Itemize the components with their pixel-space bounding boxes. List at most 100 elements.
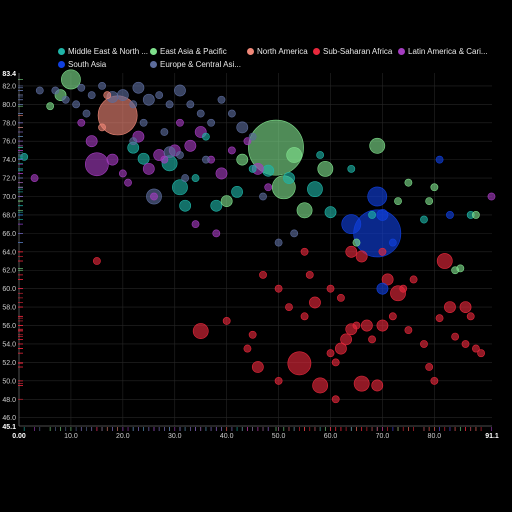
y-tick-label: 56.0 bbox=[2, 323, 16, 330]
x-min-label: 0.00 bbox=[12, 433, 26, 440]
data-point bbox=[124, 178, 132, 187]
data-point bbox=[446, 211, 454, 219]
data-point bbox=[309, 296, 321, 309]
data-point bbox=[82, 109, 91, 118]
data-point bbox=[227, 109, 236, 118]
data-point bbox=[139, 118, 148, 127]
data-point bbox=[316, 151, 325, 159]
data-point bbox=[420, 215, 428, 224]
data-point bbox=[98, 82, 106, 90]
legend-swatch bbox=[58, 61, 65, 68]
data-point bbox=[137, 152, 150, 165]
data-point bbox=[369, 137, 386, 154]
data-point bbox=[129, 137, 138, 146]
legend-label: Middle East & North ... bbox=[68, 47, 149, 56]
data-point bbox=[186, 100, 195, 109]
legend-label: Sub-Saharan Africa bbox=[323, 47, 393, 56]
data-point bbox=[191, 220, 200, 229]
data-point bbox=[459, 301, 472, 314]
y-tick-label: 78.0 bbox=[2, 120, 16, 127]
data-point bbox=[430, 376, 439, 385]
y-tick-label: 76.0 bbox=[2, 139, 16, 146]
y-tick-label: 70.0 bbox=[2, 194, 16, 201]
data-point bbox=[404, 326, 413, 335]
data-point bbox=[174, 84, 186, 97]
data-point bbox=[376, 282, 389, 295]
data-point bbox=[444, 301, 456, 314]
data-point bbox=[436, 253, 453, 269]
data-point bbox=[340, 333, 353, 346]
data-point bbox=[331, 358, 340, 367]
data-point bbox=[326, 284, 335, 293]
legend-item[interactable]: South Asia bbox=[58, 60, 106, 69]
data-point bbox=[160, 155, 169, 164]
data-point bbox=[176, 151, 184, 159]
y-tick-label: 54.0 bbox=[2, 341, 16, 348]
y-tick-label: 66.0 bbox=[2, 231, 16, 238]
data-point bbox=[477, 349, 485, 358]
data-point bbox=[262, 164, 275, 177]
x-tick-label: 80.0 bbox=[428, 433, 442, 440]
data-point bbox=[116, 89, 129, 102]
data-point bbox=[179, 199, 192, 212]
data-point bbox=[399, 284, 408, 293]
data-point bbox=[286, 147, 303, 163]
data-point bbox=[388, 312, 397, 321]
legend: Middle East & North ... East Asia & Paci… bbox=[0, 0, 512, 80]
data-point bbox=[466, 312, 475, 321]
data-point bbox=[142, 162, 155, 175]
x-tick-label: 20.0 bbox=[116, 433, 130, 440]
data-point bbox=[251, 361, 264, 373]
data-point bbox=[202, 155, 210, 164]
data-point bbox=[236, 153, 249, 166]
data-point bbox=[118, 169, 127, 178]
data-point bbox=[150, 192, 158, 201]
data-point bbox=[30, 174, 39, 182]
data-points bbox=[20, 69, 496, 404]
y-tick-label: 58.0 bbox=[2, 305, 16, 312]
legend-swatch bbox=[150, 48, 157, 55]
x-tick-label: 60.0 bbox=[324, 433, 338, 440]
legend-item[interactable]: East Asia & Pacific bbox=[150, 47, 227, 56]
data-point bbox=[207, 118, 216, 127]
data-point bbox=[352, 321, 361, 330]
legend-item[interactable]: Europe & Central Asi... bbox=[150, 60, 241, 69]
legend-item[interactable]: North America bbox=[247, 47, 308, 56]
y-tick-label: 64.0 bbox=[2, 249, 16, 256]
y-tick-label: 74.0 bbox=[2, 157, 16, 164]
data-point bbox=[61, 95, 70, 104]
data-point bbox=[317, 160, 334, 177]
data-point bbox=[191, 174, 200, 182]
data-point bbox=[248, 132, 257, 141]
data-point bbox=[243, 344, 252, 353]
legend-item[interactable]: Latin America & Cari... bbox=[398, 47, 488, 56]
x-tick-label: 30.0 bbox=[168, 433, 182, 440]
data-point bbox=[285, 303, 293, 312]
data-point bbox=[376, 209, 389, 221]
data-point bbox=[51, 86, 60, 95]
data-point bbox=[420, 340, 428, 348]
x-max-label: 91.1 bbox=[485, 433, 499, 440]
data-point bbox=[368, 335, 376, 344]
data-point bbox=[248, 330, 257, 339]
data-point bbox=[106, 153, 119, 166]
data-point bbox=[132, 81, 145, 94]
legend-label: Europe & Central Asi... bbox=[160, 60, 241, 69]
data-point bbox=[378, 247, 387, 256]
data-point bbox=[196, 109, 205, 118]
data-point bbox=[87, 91, 96, 100]
data-point bbox=[355, 250, 368, 263]
data-point bbox=[181, 174, 190, 182]
data-point bbox=[248, 164, 257, 173]
data-point bbox=[300, 247, 309, 256]
data-point bbox=[222, 317, 231, 325]
legend-item[interactable]: Middle East & North ... bbox=[58, 47, 148, 56]
data-point bbox=[172, 179, 188, 196]
y-tick-label: 80.0 bbox=[2, 102, 16, 109]
y-tick-label: 60.0 bbox=[2, 286, 16, 293]
legend-item[interactable]: Sub-Saharan Africa bbox=[313, 47, 392, 56]
legend-label: North America bbox=[257, 47, 308, 56]
data-point bbox=[331, 395, 340, 404]
data-point bbox=[360, 319, 373, 332]
data-point bbox=[61, 69, 81, 90]
